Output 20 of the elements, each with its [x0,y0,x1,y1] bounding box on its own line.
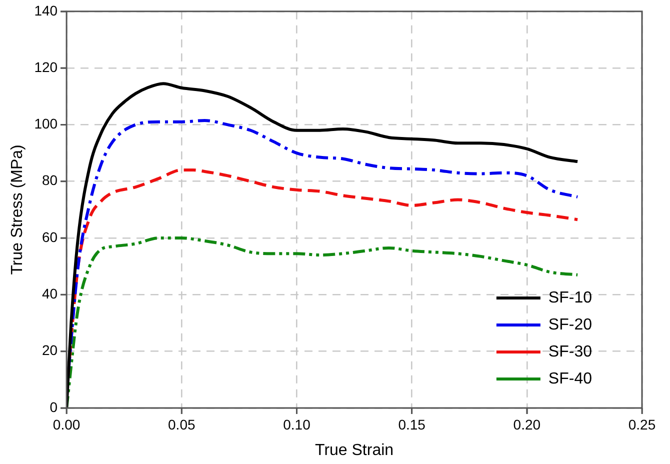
y-axis-title: True Stress (MPa) [9,144,26,275]
x-tick-label: 0.20 [513,416,541,432]
legend-label: SF-30 [548,343,592,360]
x-tick-label: 0.15 [398,416,426,432]
legend-label: SF-40 [548,370,592,388]
y-tick-label: 40 [42,286,58,302]
legend-label: SF-20 [548,316,592,334]
y-tick-label: 100 [34,116,58,132]
y-tick-label: 0 [50,398,58,415]
x-tick-label: 0.25 [628,416,656,432]
y-tick-label: 80 [42,172,58,188]
x-tick-label: 0.00 [52,416,80,432]
legend-label: SF-10 [548,289,592,306]
x-axis-title: True Strain [315,442,394,459]
y-tick-label: 120 [34,58,58,75]
y-tick-label: 140 [34,2,58,18]
x-tick-label: 0.10 [283,416,311,432]
x-tick-label: 0.05 [168,416,196,432]
y-tick-label: 60 [42,228,58,245]
y-tick-label: 20 [42,342,58,358]
